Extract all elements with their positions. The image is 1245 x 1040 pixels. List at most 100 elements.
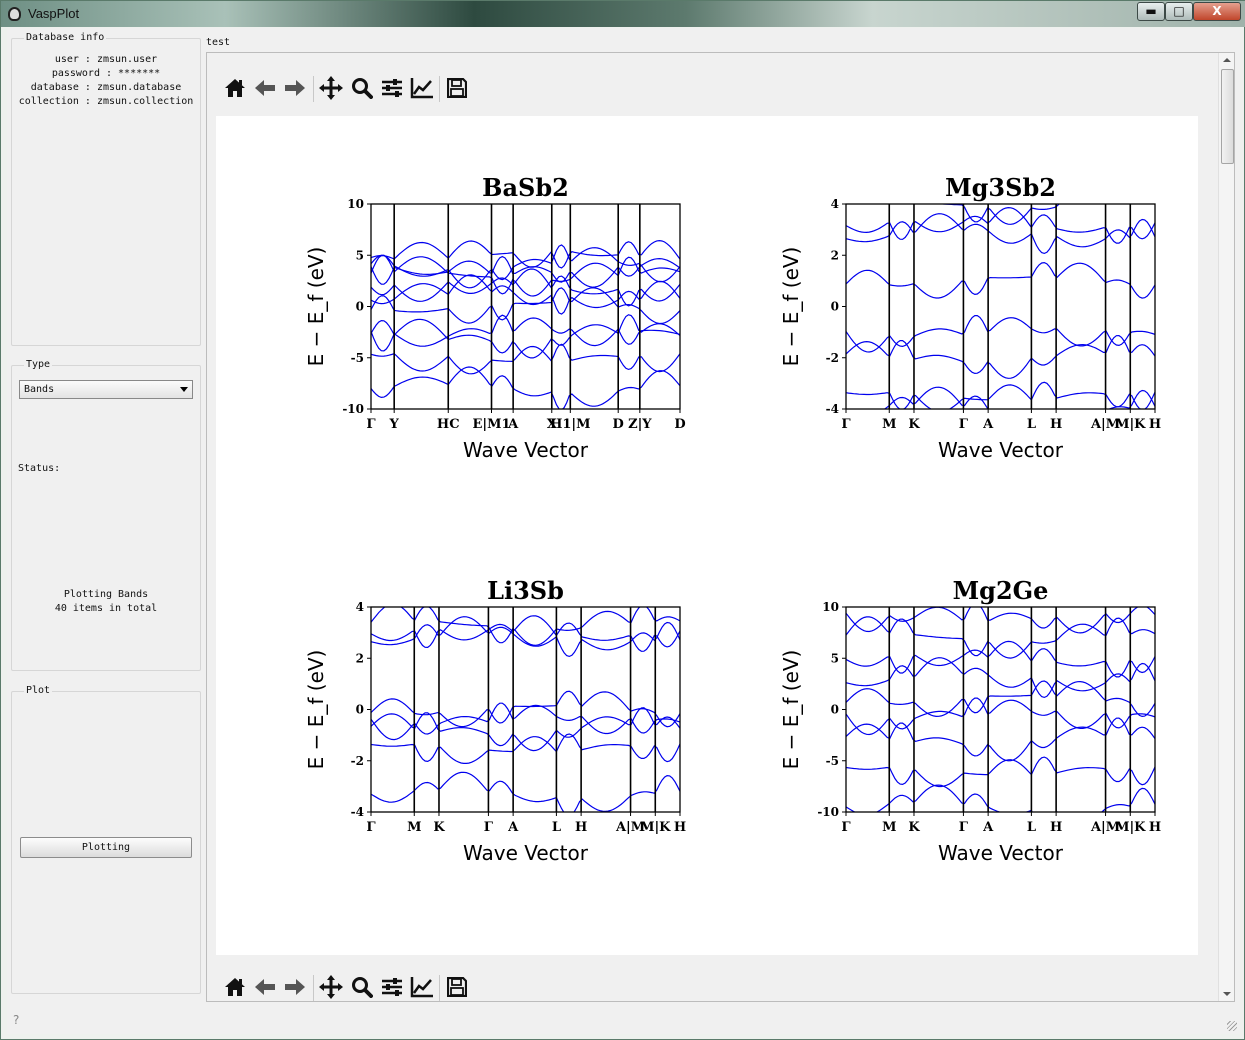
x-axis-label: Wave Vector xyxy=(938,438,1064,462)
band-line xyxy=(846,680,1155,718)
x-axis-label: Wave Vector xyxy=(463,438,589,462)
kpoint-label: E|M1 xyxy=(472,417,510,432)
band-lines xyxy=(371,239,680,409)
plot-group: Plot Plotting xyxy=(11,685,201,994)
plot-scroll-area[interactable]: -10 -5 0 5 10 Γ Y HC E|M1 A X H1|M D Z|Y D BaSb2 Wave Ve… xyxy=(206,52,1235,1002)
kpoint-label: HC xyxy=(437,417,460,432)
forward-icon[interactable] xyxy=(281,74,309,102)
kpoint-label: M xyxy=(882,820,896,835)
save-icon[interactable] xyxy=(443,74,471,102)
kpoint-label: M xyxy=(882,417,896,432)
band-line xyxy=(846,717,1155,762)
band-line xyxy=(846,657,1155,699)
plotting-button[interactable]: Plotting xyxy=(20,837,192,858)
plot-toolbar-bottom xyxy=(221,973,481,1001)
kpoint-label: K xyxy=(433,820,445,835)
kpoint-label: K xyxy=(908,417,920,432)
kpoint-label: Γ xyxy=(959,417,969,432)
type-select[interactable]: Bands xyxy=(19,380,193,399)
configure-subplots-icon[interactable] xyxy=(378,973,406,1001)
window-title: VaspPlot xyxy=(28,6,80,21)
scroll-up-icon[interactable] xyxy=(1223,58,1231,62)
band-line xyxy=(846,381,1155,409)
kpoint-label: Γ xyxy=(366,417,376,432)
database-info-group: Database info user : zmsun.user password… xyxy=(11,32,201,346)
kpoint-label: A xyxy=(982,417,994,432)
y-axis-label: E − E_f (eV) xyxy=(304,247,328,367)
minimize-button[interactable]: ▬ xyxy=(1137,2,1165,21)
band-line xyxy=(371,244,680,289)
home-icon[interactable] xyxy=(221,74,249,102)
kpoint-label: D xyxy=(674,417,685,432)
kpoint-label: Y xyxy=(389,417,400,432)
close-button[interactable]: X xyxy=(1193,2,1241,21)
band-line xyxy=(371,690,680,728)
maximize-button[interactable]: □ xyxy=(1165,2,1193,21)
scroll-down-icon[interactable] xyxy=(1223,992,1231,996)
band-line xyxy=(371,287,680,325)
toolbar-separator xyxy=(439,76,440,102)
save-icon[interactable] xyxy=(443,973,471,1001)
y-tick-label: -10 xyxy=(342,402,364,416)
y-tick-label: 4 xyxy=(831,197,839,211)
band-line xyxy=(371,616,680,658)
edit-axis-icon[interactable] xyxy=(408,74,436,102)
title-bar[interactable]: VaspPlot ▬ □ X xyxy=(1,1,1245,27)
kpoint-label: H xyxy=(1050,417,1062,432)
edit-axis-icon[interactable] xyxy=(408,973,436,1001)
kpoint-label: A|M xyxy=(1090,820,1120,835)
x-axis-label: Wave Vector xyxy=(938,841,1064,865)
y-tick-label: -5 xyxy=(351,351,364,365)
back-icon[interactable] xyxy=(251,74,279,102)
pan-icon[interactable] xyxy=(317,74,345,102)
zoom-icon[interactable] xyxy=(348,74,376,102)
band-line xyxy=(371,343,680,375)
scrollbar-thumb[interactable] xyxy=(1221,69,1234,164)
band-line xyxy=(371,366,680,409)
plot-toolbar-top xyxy=(221,74,481,106)
y-tick-label: 2 xyxy=(356,651,364,665)
kpoint-label: D xyxy=(613,417,624,432)
plot-figure[interactable]: -10 -5 0 5 10 Γ Y HC E|M1 A X H1|M D Z|Y D BaSb2 Wave Ve… xyxy=(216,116,1198,955)
tab-test[interactable]: test xyxy=(206,37,231,48)
home-icon[interactable] xyxy=(221,973,249,1001)
band-line xyxy=(846,697,1155,736)
band-line xyxy=(846,616,1155,659)
y-tick-label: -4 xyxy=(826,402,839,416)
kpoint-label: H xyxy=(1149,417,1161,432)
band-line xyxy=(846,261,1155,299)
y-axis-label: E − E_f (eV) xyxy=(304,650,328,770)
kpoint-label: Γ xyxy=(841,417,851,432)
back-icon[interactable] xyxy=(251,973,279,1001)
kpoint-label: A xyxy=(507,820,519,835)
status-line-1: Plotting Bands xyxy=(63,589,149,600)
kpoint-label: L xyxy=(1027,417,1036,432)
band-line xyxy=(846,213,1155,255)
y-tick-label: -5 xyxy=(826,754,839,768)
vertical-scrollbar[interactable] xyxy=(1218,53,1234,1001)
help-icon[interactable]: ? xyxy=(13,1013,20,1027)
band-line xyxy=(846,640,1155,678)
configure-subplots-icon[interactable] xyxy=(378,74,406,102)
y-tick-label: 2 xyxy=(831,248,839,262)
plot-title: Plot xyxy=(24,685,53,696)
band-line xyxy=(371,733,680,765)
band-line xyxy=(846,756,1155,788)
band-line xyxy=(846,206,1155,244)
pan-icon[interactable] xyxy=(317,973,345,1001)
subplot-title: BaSb2 xyxy=(482,173,569,202)
size-grip[interactable] xyxy=(1227,1021,1237,1031)
y-tick-label: 10 xyxy=(347,197,364,211)
x-axis-label: Wave Vector xyxy=(463,841,589,865)
zoom-icon[interactable] xyxy=(348,973,376,1001)
y-axis-label: E − E_f (eV) xyxy=(779,650,803,770)
y-tick-label: -2 xyxy=(826,351,839,365)
band-line xyxy=(371,607,680,646)
y-tick-label: 0 xyxy=(831,703,839,717)
forward-icon[interactable] xyxy=(281,973,309,1001)
band-lines xyxy=(371,607,680,812)
toolbar-separator xyxy=(313,975,314,1001)
kpoint-label: H xyxy=(1050,820,1062,835)
band-lines xyxy=(846,204,1155,409)
